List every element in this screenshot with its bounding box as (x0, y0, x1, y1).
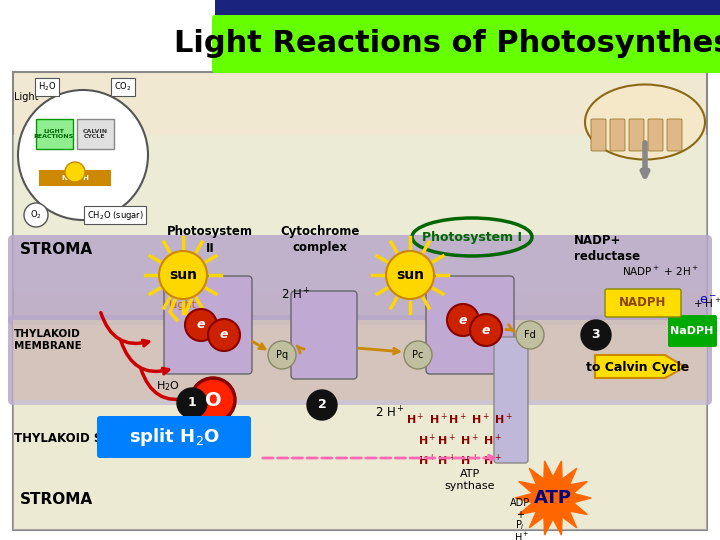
Bar (13, 320, 707, 400)
Text: Pc: Pc (413, 350, 423, 360)
Text: ATP: ATP (534, 489, 572, 507)
Text: 1: 1 (188, 396, 197, 409)
Text: to Calvin Cycle: to Calvin Cycle (586, 361, 690, 374)
Text: 3: 3 (592, 328, 600, 341)
Text: Light Reactions of Photosynthesis: Light Reactions of Photosynthesis (174, 30, 720, 58)
FancyBboxPatch shape (164, 276, 252, 374)
FancyBboxPatch shape (494, 337, 528, 463)
Ellipse shape (585, 84, 705, 159)
Text: Pq: Pq (276, 350, 288, 360)
Circle shape (18, 90, 148, 220)
Text: ADP: ADP (510, 498, 530, 508)
Text: H$_2$O: H$_2$O (37, 81, 56, 93)
Circle shape (307, 390, 337, 420)
Bar (13, 72, 707, 530)
FancyBboxPatch shape (39, 170, 111, 186)
Circle shape (581, 320, 611, 350)
FancyBboxPatch shape (212, 15, 720, 73)
Text: e: e (197, 319, 205, 332)
Text: NADP+
reductase: NADP+ reductase (574, 233, 640, 262)
Polygon shape (515, 461, 591, 535)
FancyBboxPatch shape (8, 235, 712, 325)
Circle shape (470, 314, 502, 346)
Text: Photosystem I: Photosystem I (422, 231, 522, 244)
Circle shape (191, 378, 235, 422)
Bar (0, 0, 720, 18)
FancyBboxPatch shape (97, 416, 251, 458)
Circle shape (24, 203, 48, 227)
Text: H$^+$: H$^+$ (514, 530, 530, 540)
Text: Photosystem
II: Photosystem II (167, 226, 253, 254)
Text: 2 H$^+$: 2 H$^+$ (281, 287, 311, 302)
Bar (13, 135, 707, 290)
Text: NADP$^+$ + 2H$^+$: NADP$^+$ + 2H$^+$ (621, 265, 698, 278)
FancyBboxPatch shape (291, 291, 357, 379)
Circle shape (404, 341, 432, 369)
Text: sun: sun (169, 268, 197, 282)
Text: THYLAKOID SPACE: THYLAKOID SPACE (14, 431, 136, 444)
Text: NADPH: NADPH (619, 296, 667, 309)
Text: 2: 2 (318, 399, 326, 411)
FancyBboxPatch shape (8, 315, 712, 405)
Text: LIGHT
REACTIONS: LIGHT REACTIONS (34, 129, 74, 139)
Text: CO$_2$: CO$_2$ (114, 81, 132, 93)
FancyBboxPatch shape (648, 119, 663, 151)
FancyBboxPatch shape (591, 119, 606, 151)
Text: split H$_2$O: split H$_2$O (129, 426, 220, 448)
FancyBboxPatch shape (667, 119, 682, 151)
FancyBboxPatch shape (629, 119, 644, 151)
Text: e: e (482, 323, 490, 336)
Text: P$_i$: P$_i$ (515, 518, 525, 532)
Bar (0, 0, 215, 18)
FancyBboxPatch shape (77, 119, 114, 149)
Circle shape (447, 304, 479, 336)
Text: Light: Light (169, 300, 197, 310)
Text: Light: Light (14, 92, 38, 102)
Text: +: + (516, 510, 524, 520)
Circle shape (268, 341, 296, 369)
Text: O: O (204, 390, 221, 409)
FancyBboxPatch shape (610, 119, 625, 151)
FancyBboxPatch shape (668, 315, 717, 347)
Text: e$^-$: e$^-$ (699, 294, 717, 307)
Circle shape (386, 251, 434, 299)
Text: sun: sun (396, 268, 424, 282)
Text: Cytochrome
complex: Cytochrome complex (280, 226, 360, 254)
Text: O$_2$: O$_2$ (30, 209, 42, 221)
Text: H$_2$O: H$_2$O (156, 379, 180, 393)
Circle shape (208, 319, 240, 351)
Text: CALVIN
CYCLE: CALVIN CYCLE (82, 129, 107, 139)
Text: THYLAKOID
MEMBRANE: THYLAKOID MEMBRANE (14, 329, 82, 351)
Text: Fd: Fd (524, 330, 536, 340)
Text: STROMA: STROMA (20, 492, 93, 508)
Circle shape (65, 162, 85, 182)
Circle shape (159, 251, 207, 299)
Text: NADPH: NADPH (61, 175, 89, 181)
Bar (13, 400, 707, 530)
Circle shape (516, 321, 544, 349)
Text: STROMA: STROMA (20, 242, 93, 258)
Text: + H$^+$: + H$^+$ (693, 296, 720, 309)
Text: H$^+$ H$^+$H$^+$ H$^+$ H$^+$
H$^+$H$^+$ H$^+$ H$^+$
H$^+$H$^+$ H$^+$ H$^+$: H$^+$ H$^+$H$^+$ H$^+$ H$^+$ H$^+$H$^+$ … (406, 412, 513, 468)
Text: e: e (220, 328, 228, 341)
FancyBboxPatch shape (36, 119, 73, 149)
Circle shape (185, 309, 217, 341)
Text: NaDPH: NaDPH (670, 326, 714, 336)
Circle shape (177, 388, 207, 418)
Text: 2 H$^+$: 2 H$^+$ (375, 406, 405, 421)
Text: CH$_2$O (sugar): CH$_2$O (sugar) (86, 208, 143, 221)
FancyBboxPatch shape (605, 289, 681, 317)
Text: ATP
synthase: ATP synthase (445, 469, 495, 491)
Polygon shape (595, 355, 685, 378)
Text: +2 H$^+$: +2 H$^+$ (195, 411, 230, 424)
FancyBboxPatch shape (426, 276, 514, 374)
Text: e: e (459, 314, 467, 327)
